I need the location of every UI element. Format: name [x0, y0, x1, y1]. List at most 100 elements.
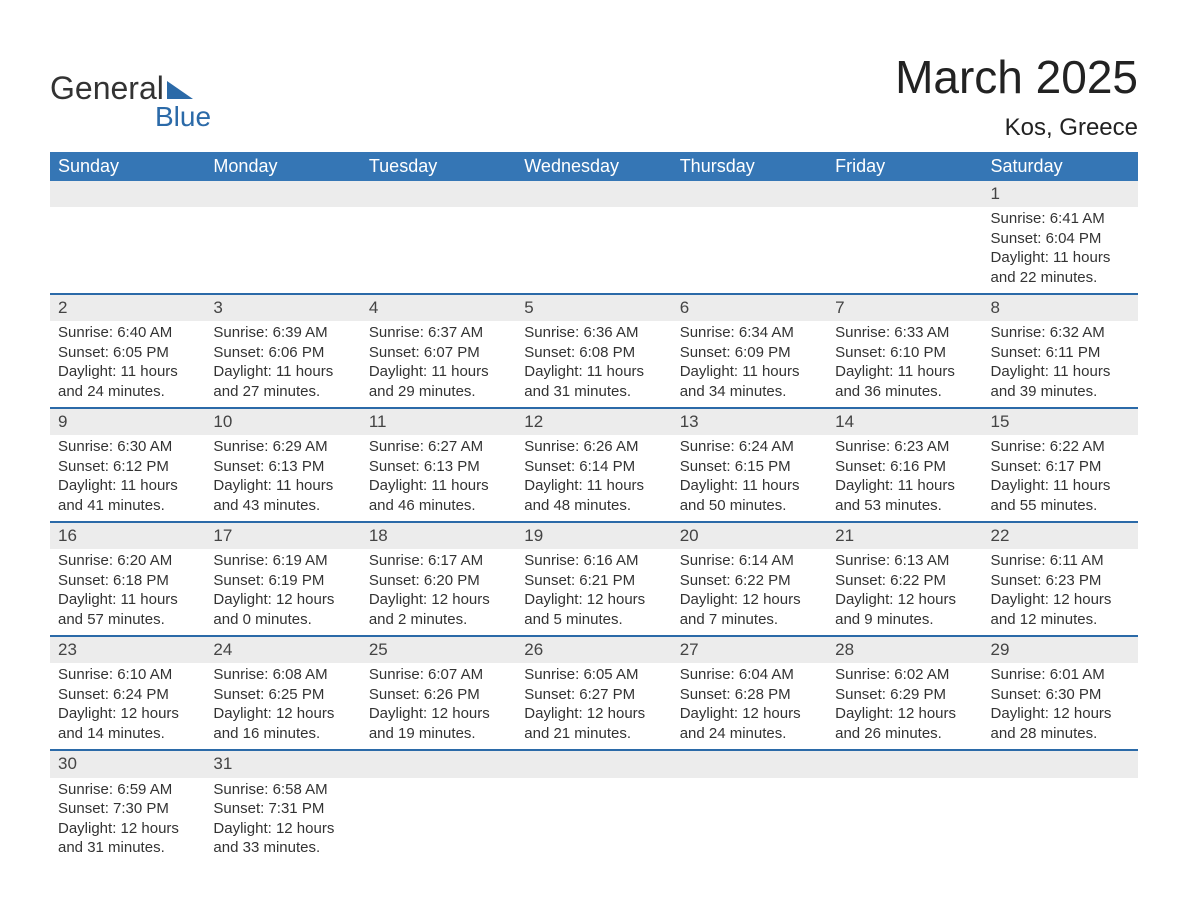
- calendar-table: Sunday Monday Tuesday Wednesday Thursday…: [50, 152, 1138, 864]
- day-header: Wednesday: [516, 152, 671, 181]
- daylight-text: and 31 minutes.: [58, 838, 197, 858]
- day-number: 7: [835, 298, 844, 317]
- sunrise-text: Sunrise: 6:11 AM: [991, 551, 1130, 571]
- day-number-cell: 1: [983, 181, 1138, 207]
- day-number: 8: [991, 298, 1000, 317]
- day-header: Saturday: [983, 152, 1138, 181]
- day-number-cell: [827, 181, 982, 207]
- daylight-text: Daylight: 12 hours: [680, 704, 819, 724]
- day-number-cell: 27: [672, 636, 827, 663]
- day-detail-row: Sunrise: 6:30 AMSunset: 6:12 PM Daylight:…: [50, 435, 1138, 522]
- sunrise-text: Sunrise: 6:02 AM: [835, 665, 974, 685]
- daylight-text: Daylight: 11 hours: [991, 362, 1130, 382]
- day-detail-cell: Sunrise: 6:33 AMSunset: 6:10 PMDaylight:…: [827, 321, 982, 408]
- day-detail-cell: Sunrise: 6:07 AMSunset: 6:26 PMDaylight:…: [361, 663, 516, 750]
- sunset-text: Sunset: 6:20 PM: [369, 571, 508, 591]
- sunrise-text: Sunrise: 6:29 AM: [213, 437, 352, 457]
- sunset-text: Sunset: 6:07 PM: [369, 343, 508, 363]
- daylight-text: and 48 minutes.: [524, 496, 663, 516]
- day-number: 26: [524, 640, 543, 659]
- sunrise-text: Sunrise: 6:32 AM: [991, 323, 1130, 343]
- day-number-cell: 18: [361, 522, 516, 549]
- sunset-text: Sunset: 6:17 PM: [991, 457, 1130, 477]
- day-detail-cell: Sunrise: 6:32 AMSunset: 6:11 PMDaylight:…: [983, 321, 1138, 408]
- day-number-row: 1: [50, 181, 1138, 207]
- daylight-text: and 21 minutes.: [524, 724, 663, 744]
- day-detail-cell: Sunrise: 6:26 AMSunset: 6:14 PMDaylight:…: [516, 435, 671, 522]
- day-number: 30: [58, 754, 77, 773]
- day-detail-cell: [827, 207, 982, 294]
- day-number: 19: [524, 526, 543, 545]
- sunset-text: Sunset: 6:15 PM: [680, 457, 819, 477]
- day-number-cell: [672, 181, 827, 207]
- daylight-text: Daylight: 11 hours: [58, 362, 197, 382]
- day-number: 13: [680, 412, 699, 431]
- day-header: Friday: [827, 152, 982, 181]
- daylight-text: and 36 minutes.: [835, 382, 974, 402]
- day-detail-cell: Sunrise: 6:39 AMSunset: 6:06 PMDaylight:…: [205, 321, 360, 408]
- day-detail-cell: Sunrise: 6:05 AMSunset: 6:27 PMDaylight:…: [516, 663, 671, 750]
- daylight-text: Daylight: 11 hours: [680, 476, 819, 496]
- sunrise-text: Sunrise: 6:59 AM: [58, 780, 197, 800]
- sunset-text: Sunset: 7:30 PM: [58, 799, 197, 819]
- day-detail-cell: Sunrise: 6:23 AMSunset: 6:16 PMDaylight:…: [827, 435, 982, 522]
- day-header: Thursday: [672, 152, 827, 181]
- day-number: 15: [991, 412, 1010, 431]
- day-detail-cell: [983, 778, 1138, 864]
- day-detail-cell: Sunrise: 6:24 AMSunset: 6:15 PMDaylight:…: [672, 435, 827, 522]
- day-number: 12: [524, 412, 543, 431]
- day-number-cell: 3: [205, 294, 360, 321]
- day-detail-cell: Sunrise: 6:36 AMSunset: 6:08 PMDaylight:…: [516, 321, 671, 408]
- daylight-text: and 19 minutes.: [369, 724, 508, 744]
- day-number-cell: 9: [50, 408, 205, 435]
- sunrise-text: Sunrise: 6:07 AM: [369, 665, 508, 685]
- day-number: 27: [680, 640, 699, 659]
- day-detail-cell: Sunrise: 6:40 AMSunset: 6:05 PMDaylight:…: [50, 321, 205, 408]
- sunrise-text: Sunrise: 6:26 AM: [524, 437, 663, 457]
- daylight-text: and 41 minutes.: [58, 496, 197, 516]
- sunrise-text: Sunrise: 6:05 AM: [524, 665, 663, 685]
- daylight-text: Daylight: 12 hours: [680, 590, 819, 610]
- sunset-text: Sunset: 6:12 PM: [58, 457, 197, 477]
- day-number: 9: [58, 412, 67, 431]
- daylight-text: Daylight: 11 hours: [680, 362, 819, 382]
- day-detail-cell: Sunrise: 6:58 AMSunset: 7:31 PMDaylight:…: [205, 778, 360, 864]
- daylight-text: and 50 minutes.: [680, 496, 819, 516]
- day-number: 24: [213, 640, 232, 659]
- day-detail-cell: Sunrise: 6:02 AMSunset: 6:29 PMDaylight:…: [827, 663, 982, 750]
- day-number-cell: 7: [827, 294, 982, 321]
- day-number-cell: 16: [50, 522, 205, 549]
- day-detail-cell: Sunrise: 6:59 AMSunset: 7:30 PMDaylight:…: [50, 778, 205, 864]
- day-number-cell: 30: [50, 750, 205, 777]
- day-detail-cell: Sunrise: 6:27 AMSunset: 6:13 PMDaylight:…: [361, 435, 516, 522]
- day-number-cell: 12: [516, 408, 671, 435]
- sunset-text: Sunset: 6:24 PM: [58, 685, 197, 705]
- day-number: 5: [524, 298, 533, 317]
- day-number-row: 16171819202122: [50, 522, 1138, 549]
- sunrise-text: Sunrise: 6:30 AM: [58, 437, 197, 457]
- day-number: 1: [991, 184, 1000, 203]
- day-detail-cell: Sunrise: 6:08 AMSunset: 6:25 PMDaylight:…: [205, 663, 360, 750]
- sunrise-text: Sunrise: 6:16 AM: [524, 551, 663, 571]
- day-number: 20: [680, 526, 699, 545]
- day-number-row: 2345678: [50, 294, 1138, 321]
- day-detail-row: Sunrise: 6:41 AMSunset: 6:04 PMDaylight:…: [50, 207, 1138, 294]
- sunset-text: Sunset: 6:06 PM: [213, 343, 352, 363]
- sunset-text: Sunset: 6:23 PM: [991, 571, 1130, 591]
- day-number: 4: [369, 298, 378, 317]
- daylight-text: Daylight: 11 hours: [991, 476, 1130, 496]
- daylight-text: and 34 minutes.: [680, 382, 819, 402]
- day-number-cell: [672, 750, 827, 777]
- day-number-cell: 13: [672, 408, 827, 435]
- daylight-text: Daylight: 12 hours: [213, 819, 352, 839]
- daylight-text: Daylight: 12 hours: [835, 590, 974, 610]
- page-header: General Blue March 2025 Kos, Greece: [50, 30, 1138, 142]
- day-number-cell: 21: [827, 522, 982, 549]
- sunrise-text: Sunrise: 6:41 AM: [991, 209, 1130, 229]
- day-number-cell: 28: [827, 636, 982, 663]
- daylight-text: Daylight: 11 hours: [835, 476, 974, 496]
- daylight-text: and 12 minutes.: [991, 610, 1130, 630]
- day-number: 11: [369, 412, 387, 431]
- sunrise-text: Sunrise: 6:04 AM: [680, 665, 819, 685]
- daylight-text: and 57 minutes.: [58, 610, 197, 630]
